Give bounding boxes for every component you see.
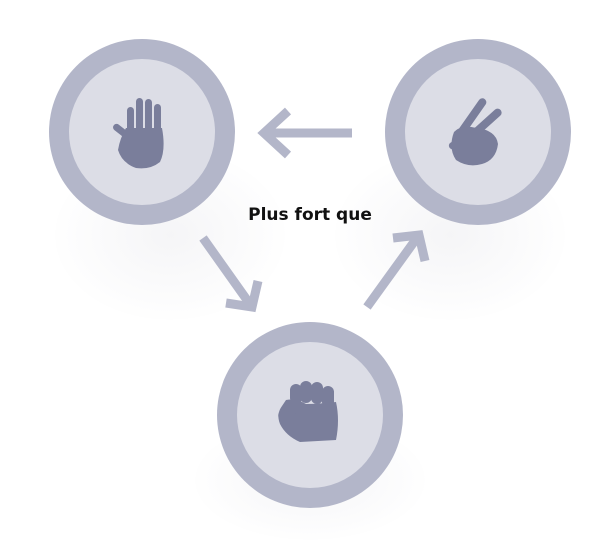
fist-icon [278, 381, 338, 442]
arrow-paper-to-rock [199, 235, 263, 313]
victory-hand-icon [448, 98, 502, 166]
relation-caption: Plus fort que [248, 205, 372, 225]
arrow-rock-to-scissors [363, 230, 430, 310]
node-scissors [385, 39, 571, 225]
open-hand-icon [113, 98, 164, 169]
node-paper [49, 39, 235, 225]
arrow-scissors-to-paper [257, 107, 352, 159]
node-rock [217, 322, 403, 508]
